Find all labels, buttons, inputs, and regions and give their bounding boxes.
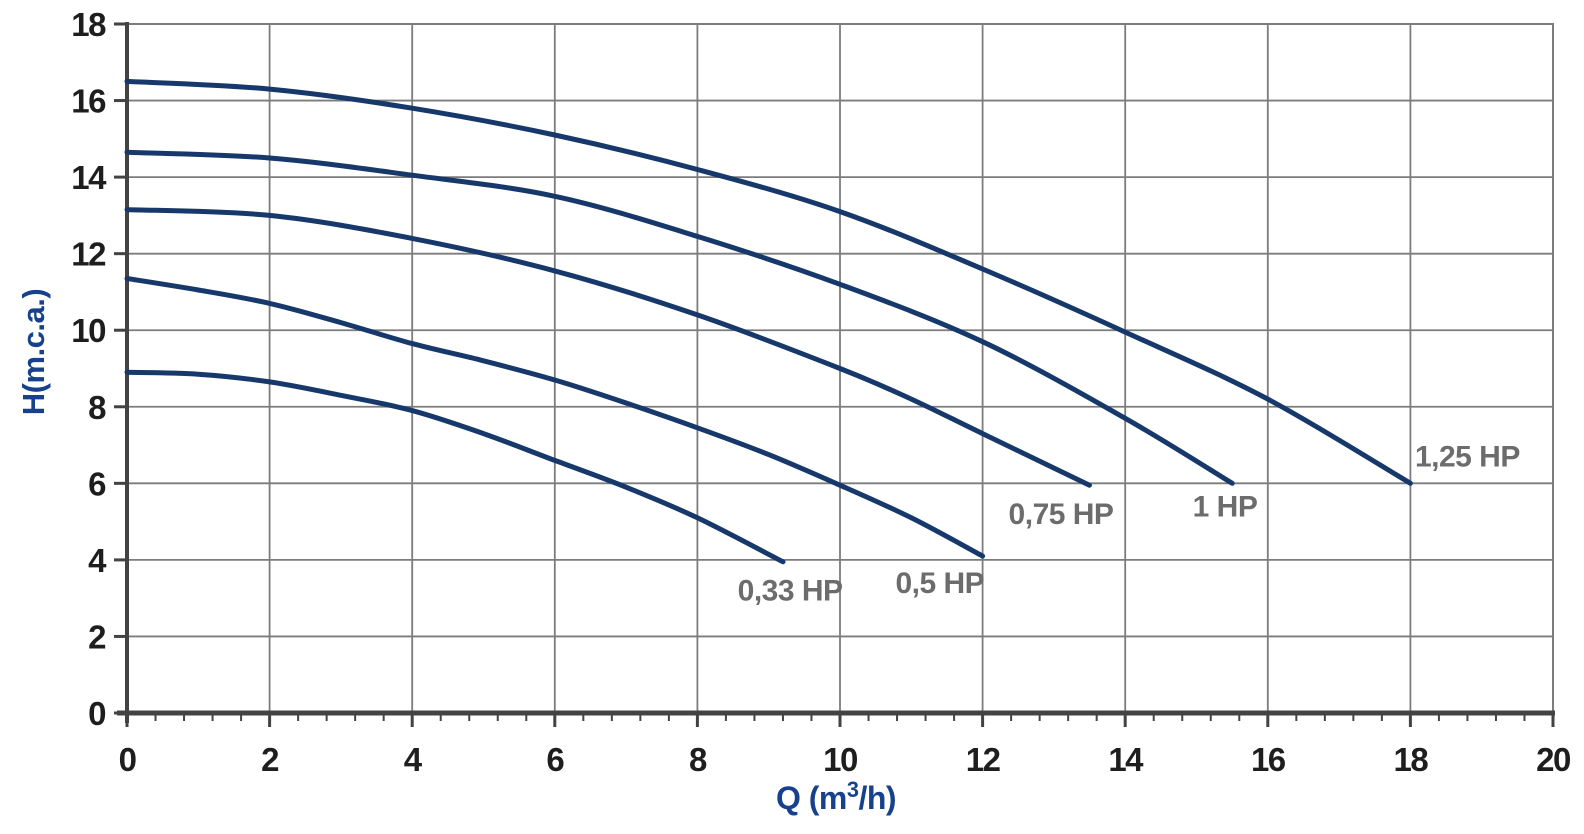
x-tick-label: 2 xyxy=(261,741,279,778)
x-axis-title-prefix: Q (m xyxy=(775,779,847,816)
x-tick-label: 8 xyxy=(689,741,707,778)
pump-curve-0-33-hp xyxy=(124,369,786,565)
x-tick-label: 12 xyxy=(966,741,1001,778)
x-axis-title-superscript: 3 xyxy=(846,777,859,803)
y-axis-title: H(m.c.a.) xyxy=(16,288,51,416)
y-tick-label: 2 xyxy=(88,618,106,655)
y-tick-label: 18 xyxy=(71,6,106,43)
x-tick-label: 6 xyxy=(546,741,564,778)
pump-curve-0-75-hp xyxy=(124,207,1092,488)
series-label-0-33-hp: 0,33 HP xyxy=(738,575,843,608)
y-tick-label: 12 xyxy=(71,236,106,273)
y-tick-label: 4 xyxy=(88,542,107,579)
pump-curve-1-25-hp xyxy=(124,78,1413,486)
y-tick-label: 16 xyxy=(71,83,106,120)
x-tick-label: 14 xyxy=(1108,741,1144,778)
x-axis-title-suffix: /h) xyxy=(858,779,897,816)
y-tick-label: 8 xyxy=(88,389,106,426)
x-axis-title: Q (m3/h) xyxy=(775,777,897,817)
x-tick-label: 20 xyxy=(1536,741,1570,778)
pump-curve-1-hp xyxy=(124,149,1235,486)
y-tick-label: 10 xyxy=(71,312,105,349)
series-label-0-75-hp: 0,75 HP xyxy=(1009,498,1114,531)
x-tick-label: 16 xyxy=(1251,741,1286,778)
y-tick-label: 6 xyxy=(88,465,106,502)
x-tick-label: 10 xyxy=(823,741,857,778)
x-tick-label: 4 xyxy=(404,741,423,778)
y-tick-label: 14 xyxy=(71,159,107,196)
pump-curve-0-5-hp xyxy=(124,276,986,559)
y-tick-label: 0 xyxy=(88,695,105,732)
series-label-1-25-hp: 1,25 HP xyxy=(1415,441,1520,474)
series-label-0-5-hp: 0,5 HP xyxy=(895,567,984,600)
series-label-1-hp: 1 HP xyxy=(1193,490,1258,523)
x-tick-label: 18 xyxy=(1394,741,1429,778)
x-tick-label: 0 xyxy=(119,741,136,778)
